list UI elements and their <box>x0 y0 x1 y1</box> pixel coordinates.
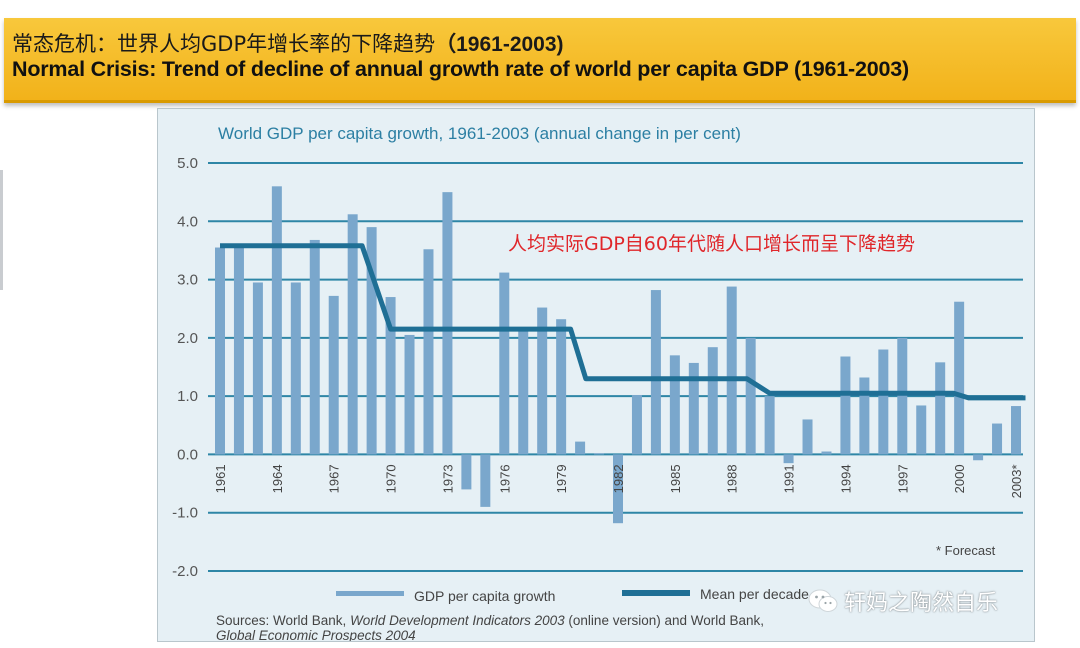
legend-bar-swatch <box>336 591 404 596</box>
slide-title-english: Normal Crisis: Trend of decline of annua… <box>12 57 909 81</box>
bar-series <box>215 186 1021 524</box>
bar <box>726 286 737 455</box>
legend: GDP per capita growth Mean per decade <box>336 586 809 604</box>
watermark-text: 轩妈之陶然自乐 <box>844 591 999 616</box>
slide-title-banner: 常态危机：世界人均GDP年增长率的下降趋势（1961-2003) Normal … <box>4 18 1076 103</box>
bar <box>1011 406 1021 455</box>
y-tick-label: -1.0 <box>172 505 198 522</box>
bar <box>328 295 339 455</box>
bar <box>385 297 396 455</box>
bar <box>613 454 623 524</box>
wechat-icon <box>808 589 838 613</box>
source-italic: World Development Indicators 2003 <box>350 613 565 628</box>
y-axis-labels: 5.0 4.0 3.0 2.0 1.0 0.0 -1.0 -2.0 <box>172 155 198 580</box>
bar <box>271 186 282 455</box>
bar <box>935 362 946 455</box>
y-tick-label: 0.0 <box>177 446 198 463</box>
bar <box>688 362 699 455</box>
bar <box>745 337 756 455</box>
x-tick-label: 1985 <box>668 464 683 493</box>
forecast-note: * Forecast <box>936 543 996 558</box>
x-axis-labels: 1961 1964 1967 1970 1973 1976 1979 1982 1985 1988… <box>213 464 1024 498</box>
x-tick-label: 1961 <box>213 464 228 493</box>
x-tick-label: 1982 <box>611 464 626 493</box>
source-line-1: Sources: World Bank, World Development I… <box>216 613 764 628</box>
slide-title-chinese-text: 常态危机：世界人均GDP年增长率的下降趋势 <box>12 32 436 56</box>
mean-line-series <box>220 243 1026 401</box>
bar <box>783 454 794 464</box>
x-tick-label: 1997 <box>895 464 910 493</box>
slide-title-chinese: 常态危机：世界人均GDP年增长率的下降趋势（1961-2003) <box>12 28 564 58</box>
y-tick-label: 3.0 <box>177 272 198 289</box>
x-tick-label: 2003* <box>1009 464 1024 498</box>
bar <box>461 454 472 490</box>
bar <box>404 334 415 455</box>
y-tick-label: 4.0 <box>177 213 198 230</box>
bar <box>556 319 567 455</box>
y-tick-label: 1.0 <box>177 388 198 405</box>
gdp-growth-chart: 5.04.03.02.01.00.0-1.0-2.0 1961 1964 1967 1… <box>172 124 1026 641</box>
source-text: Sources: World Bank, <box>216 613 350 628</box>
bar <box>309 239 320 455</box>
x-tick-label: 2000 <box>952 464 967 493</box>
x-tick-label: 1976 <box>497 464 512 493</box>
x-tick-label: 1967 <box>327 464 342 493</box>
bar <box>631 394 642 455</box>
x-tick-label: 1988 <box>725 464 740 493</box>
watermark: 轩妈之陶然自乐 <box>808 586 998 616</box>
legend-line-label: Mean per decade <box>700 586 809 602</box>
x-tick-label: 1973 <box>440 464 455 493</box>
bar <box>821 451 832 455</box>
chart-annotation: 人均实际GDP自60年代随人口增长而呈下降趋势 <box>508 233 915 255</box>
bar <box>366 227 377 455</box>
x-tick-label: 1994 <box>838 464 853 493</box>
bar <box>897 337 908 455</box>
chart-panel: 5.0 4.0 3.0 2.0 1.0 0.0 -1.0 -2.0 1961 1964 1967 1… <box>157 108 1035 642</box>
bar <box>290 282 301 455</box>
mean-step-line <box>220 243 1026 401</box>
bar <box>954 301 965 455</box>
bar <box>916 405 927 455</box>
x-tick-label: 1991 <box>782 464 797 493</box>
bar <box>992 423 1003 455</box>
legend-line-swatch <box>622 590 690 596</box>
bar <box>859 377 870 455</box>
bar <box>575 441 586 455</box>
bar <box>480 454 491 507</box>
y-tick-label: 5.0 <box>177 155 198 172</box>
slide-title-years: （1961-2003) <box>435 33 564 56</box>
bar <box>650 290 661 455</box>
bar <box>669 355 680 455</box>
left-edge-mark <box>0 170 3 290</box>
bar <box>764 396 775 455</box>
y-tick-label: 2.0 <box>177 330 198 347</box>
bar <box>840 356 851 455</box>
bar <box>707 347 718 455</box>
bar <box>442 192 453 455</box>
bar <box>878 349 889 455</box>
source-text-2: (online version) and World Bank, <box>565 613 764 628</box>
chart-title: World GDP per capita growth, 1961-2003 (… <box>218 124 741 143</box>
bar <box>233 247 244 455</box>
bar <box>518 330 529 455</box>
x-tick-label: 1964 <box>270 464 285 493</box>
legend-bar-label: GDP per capita growth <box>414 588 555 604</box>
bar <box>594 453 605 455</box>
bar <box>347 214 358 455</box>
bar <box>215 247 225 455</box>
bar <box>802 419 813 455</box>
source-line-2: Global Economic Prospects 2004 <box>216 628 416 641</box>
x-tick-label: 1970 <box>384 464 399 493</box>
bar <box>499 272 510 455</box>
bar <box>973 454 984 461</box>
y-tick-label: -2.0 <box>172 563 198 580</box>
bar <box>537 307 548 455</box>
bar <box>252 282 263 455</box>
bar <box>423 249 434 455</box>
x-tick-label: 1979 <box>554 464 569 493</box>
